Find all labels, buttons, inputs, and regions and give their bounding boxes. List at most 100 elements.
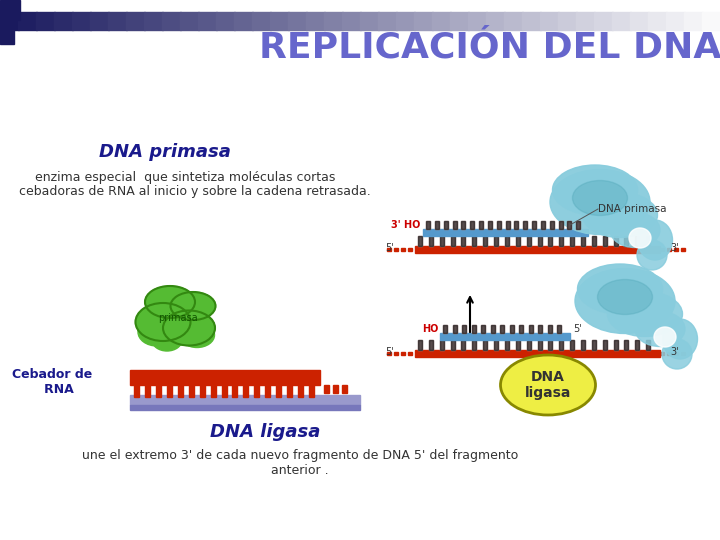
Bar [684,12,703,30]
Bar [468,12,487,30]
Bar [134,385,139,397]
Bar [130,395,360,405]
Bar [526,236,531,246]
Bar [444,221,448,229]
Bar [603,236,607,246]
Bar [570,340,574,350]
Bar [674,248,678,251]
Bar [462,340,465,350]
Bar [429,340,433,350]
Bar [440,333,570,340]
Bar [426,221,430,229]
Bar [500,325,504,333]
Bar [516,236,520,246]
Ellipse shape [500,355,595,415]
Ellipse shape [577,264,662,314]
Bar [178,385,183,397]
Bar [90,12,109,30]
Text: REPLICACIÓN DEL DNA: REPLICACIÓN DEL DNA [258,31,720,65]
Bar [479,221,483,229]
Bar [198,12,217,30]
Bar [624,236,629,246]
Bar [486,12,505,30]
Bar [199,385,204,397]
Bar [189,385,194,397]
Bar [666,12,685,30]
Bar [514,221,518,229]
Bar [451,236,454,246]
Bar [592,340,596,350]
Bar [559,221,562,229]
Bar [440,340,444,350]
Bar [505,236,509,246]
Bar [479,221,483,229]
Bar [667,352,671,355]
Bar [423,229,588,236]
Bar [470,221,474,229]
Bar [108,12,127,30]
Bar [452,221,456,229]
Bar [497,221,500,229]
Bar [451,340,454,350]
Bar [559,340,563,350]
Bar [450,12,469,30]
Ellipse shape [635,312,685,347]
Bar [646,340,650,350]
Bar [394,352,398,355]
Bar [451,340,454,350]
Bar [646,236,650,246]
Bar [462,236,465,246]
Bar [394,248,398,251]
Bar [500,325,504,333]
Bar [612,12,631,30]
Bar [630,12,649,30]
Bar [415,246,660,253]
Bar [481,325,485,333]
Bar [426,221,430,229]
Bar [333,385,338,393]
Bar [472,325,476,333]
Ellipse shape [598,280,652,314]
Bar [418,340,422,350]
Bar [702,12,720,30]
Bar [635,340,639,350]
Bar [538,340,541,350]
Bar [130,405,360,410]
Text: DNA
ligasa: DNA ligasa [525,370,571,400]
Bar [558,12,577,30]
Bar [415,350,660,357]
Bar [429,236,433,246]
Bar [360,12,379,30]
Bar [408,352,412,355]
Bar [559,236,563,246]
Bar [481,325,485,333]
Bar [559,340,563,350]
Bar [298,385,303,397]
Bar [581,236,585,246]
Ellipse shape [654,327,676,347]
Bar [497,221,500,229]
Bar [674,352,678,355]
Ellipse shape [629,228,651,248]
Bar [576,12,595,30]
Bar [519,325,523,333]
Bar [516,236,520,246]
Bar [472,236,477,246]
Bar [667,248,671,251]
Bar [576,221,580,229]
Bar [435,221,438,229]
Bar [538,236,541,246]
Text: 3' HO: 3' HO [391,220,420,230]
Bar [557,325,562,333]
Bar [429,236,433,246]
Bar [570,236,574,246]
Bar [539,325,542,333]
Bar [635,340,639,350]
Bar [483,340,487,350]
Bar [494,236,498,246]
Bar [401,248,405,251]
Bar [0,0,20,20]
Bar [523,221,527,229]
Bar [592,340,596,350]
Bar [0,12,19,30]
